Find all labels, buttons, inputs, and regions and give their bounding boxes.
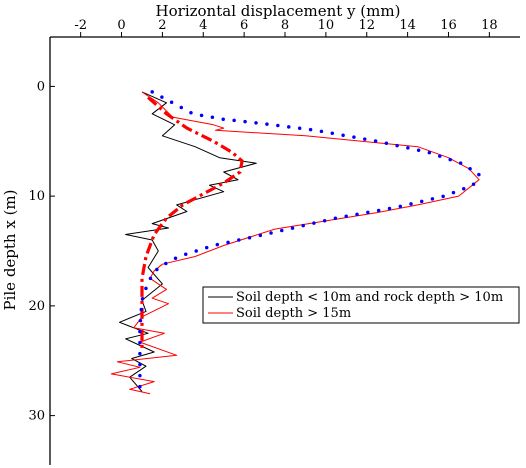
x-tick-label: 0: [117, 18, 125, 33]
series-line-0: [119, 91, 257, 392]
series-line-1: [110, 91, 480, 395]
y-axis-title: Pile depth x (m): [1, 189, 19, 310]
y-tick-label: 20: [28, 299, 45, 314]
plot-series: [110, 90, 481, 396]
y-tick-label: 0: [37, 79, 45, 94]
y-ticks: 0 10 20 30: [28, 79, 55, 424]
x-tick-label: 4: [199, 18, 207, 33]
axes: [49, 36, 520, 465]
x-axis-title: Horizontal displacement y (mm): [156, 2, 401, 20]
legend-box: [202, 286, 520, 324]
x-tick-label: -2: [74, 18, 87, 33]
series-line-2: [138, 90, 481, 396]
x-tick-label: 8: [281, 18, 289, 33]
x-tick-label: 18: [481, 18, 498, 33]
y-tick-label: 10: [28, 189, 45, 204]
x-tick-label: 6: [240, 18, 248, 33]
x-tick-label: 12: [358, 18, 375, 33]
x-tick-label: 10: [318, 18, 335, 33]
legend-label-black: Soil depth < 10m and rock depth > 10m: [236, 290, 503, 305]
x-tick-label: 2: [158, 18, 166, 33]
x-ticks: -2 0 2 4 6 8 10 12 14 16 18: [74, 18, 498, 37]
x-tick-label: 16: [440, 18, 457, 33]
y-tick-label: 30: [28, 409, 45, 424]
legend-label-red: Soil depth > 15m: [236, 306, 351, 321]
x-tick-label: 14: [399, 18, 416, 33]
series-line-3: [140, 96, 244, 350]
legend: Soil depth < 10m and rock depth > 10m So…: [202, 286, 520, 324]
